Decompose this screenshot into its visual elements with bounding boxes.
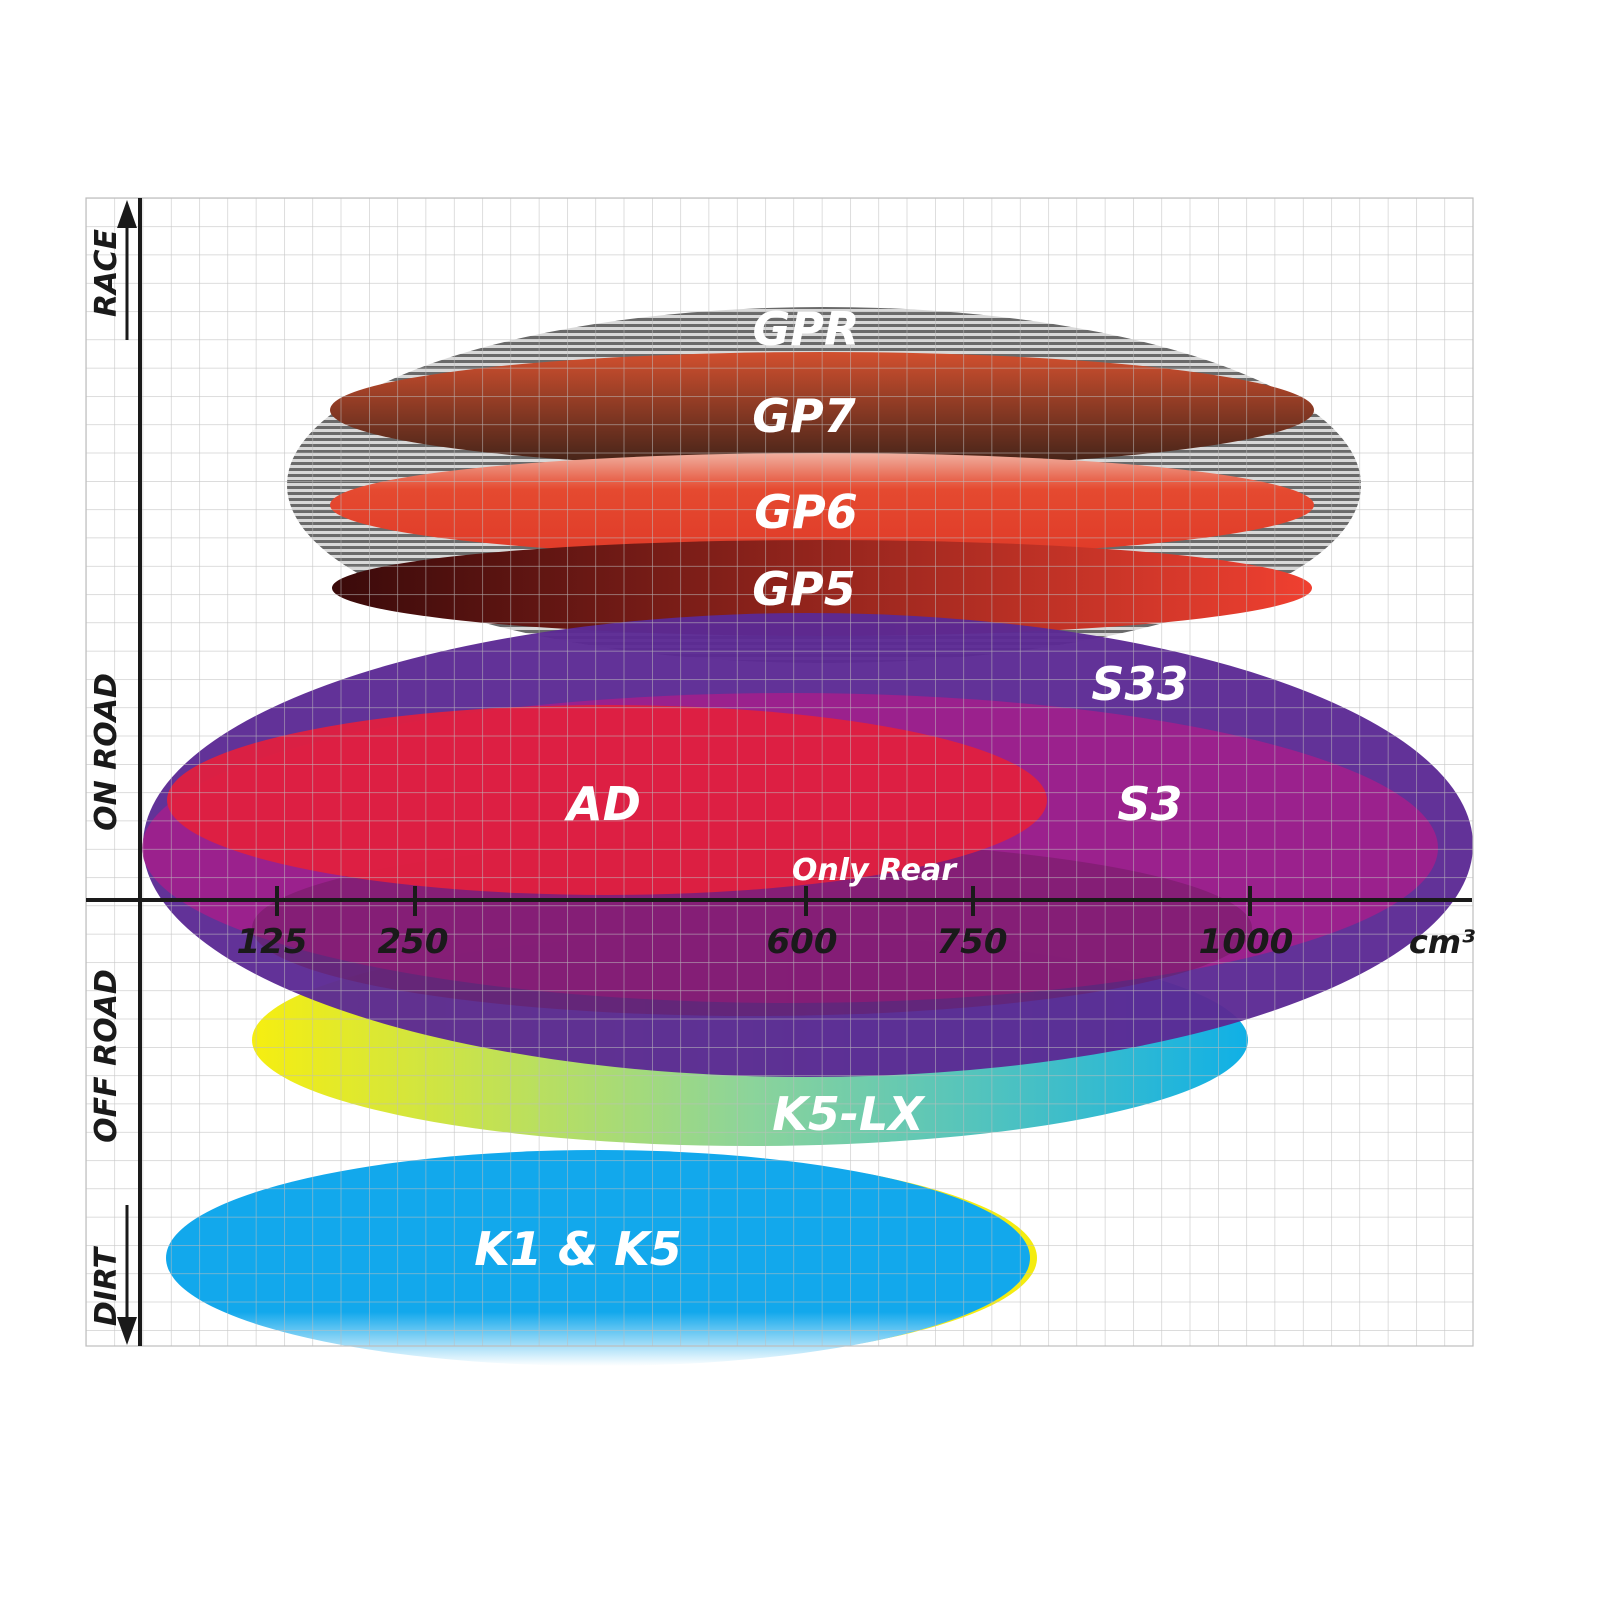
label-k1k5: K1 & K5	[474, 1222, 681, 1276]
tick-label-600: 600	[767, 922, 838, 962]
label-ad: AD	[564, 777, 641, 831]
label-s33: S33	[1091, 657, 1188, 711]
label-dirt: DIRT	[89, 1245, 124, 1326]
race-arrow-icon	[117, 200, 137, 340]
dirt-arrow-icon	[117, 1205, 137, 1345]
tick-label-125: 125	[237, 922, 308, 962]
label-race: RACE	[89, 229, 124, 317]
label-gpr: GPR	[753, 302, 860, 356]
label-k5lx: K5-LX	[772, 1087, 926, 1141]
x-axis-ticks	[275, 886, 1252, 916]
label-s3: S3	[1117, 777, 1182, 831]
tick-label-250: 250	[378, 922, 449, 962]
label-gp6: GP6	[754, 485, 857, 539]
label-gp5: GP5	[752, 562, 855, 616]
tick-label-750: 750	[937, 922, 1008, 962]
label-gp7: GP7	[752, 389, 855, 443]
grid	[86, 198, 1473, 1346]
label-off-road: OFF ROAD	[89, 969, 124, 1143]
label-on-road: ON ROAD	[89, 673, 124, 831]
tick-label-1000: 1000	[1199, 922, 1294, 962]
unit-label: cm³	[1409, 923, 1475, 961]
label-only-rear: Only Rear	[792, 853, 958, 888]
